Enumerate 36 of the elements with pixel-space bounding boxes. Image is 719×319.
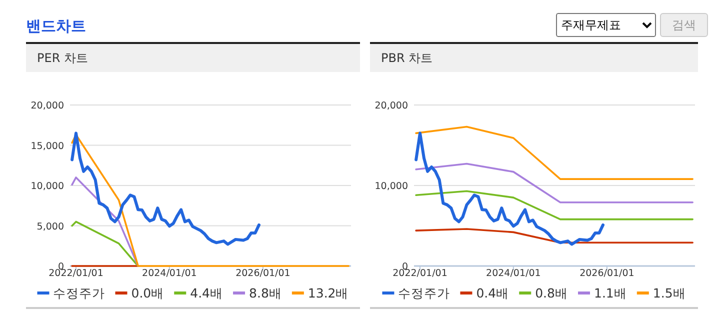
line-series — [415, 228, 694, 244]
y-tick-label: 10,000 — [30, 181, 64, 192]
x-tick-label: 2024/01/01 — [142, 268, 197, 279]
legend-label: 0.4배 — [476, 286, 510, 300]
page-title: 밴드차트 — [26, 17, 86, 35]
text: 검색 — [660, 13, 708, 37]
y-tick-label: 5,000 — [36, 221, 64, 232]
legend-label: 수정주가 — [398, 286, 450, 300]
y-tick-label: 20,000 — [374, 100, 408, 112]
y-tick-label: 10,000 — [374, 181, 408, 192]
line-series — [71, 176, 139, 267]
legend-label: 13.2배 — [308, 286, 349, 300]
x-tick-label: 2026/01/01 — [580, 268, 634, 279]
y-tick-label: 20,000 — [30, 100, 64, 112]
line-series — [414, 132, 604, 246]
legend-label: 8.8배 — [249, 286, 282, 300]
line-series — [71, 134, 350, 267]
legend-label: 수정주가 — [53, 286, 106, 300]
line-series — [415, 126, 694, 180]
line-series — [71, 220, 139, 267]
x-tick-label: 2022/01/01 — [48, 268, 104, 279]
line-series — [415, 190, 694, 220]
legend-label: 1.5배 — [652, 286, 686, 300]
legend-label: 0.0배 — [131, 286, 164, 300]
legend-label: 0.8배 — [535, 286, 568, 300]
x-tick-label: 2024/01/01 — [486, 268, 541, 279]
text: 주재무제표 — [556, 13, 656, 37]
chart-title: PER 차트 — [37, 51, 88, 65]
chart-title: PBR 차트 — [381, 51, 433, 65]
x-tick-label: 2022/01/01 — [392, 268, 448, 279]
legend-label: 4.4배 — [190, 286, 224, 300]
line-series — [70, 132, 260, 246]
x-tick-label: 2026/01/01 — [236, 268, 290, 279]
y-tick-label: 15,000 — [30, 140, 64, 152]
legend-label: 1.1배 — [594, 286, 627, 300]
line-series — [415, 162, 694, 204]
